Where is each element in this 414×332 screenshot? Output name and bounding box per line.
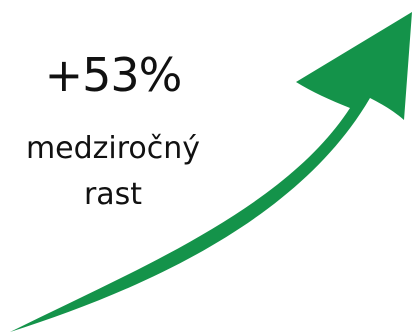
growth-label-line1: medziročný xyxy=(25,131,201,166)
growth-percentage: +53% xyxy=(44,48,183,102)
growth-label-line2: rast xyxy=(83,177,143,212)
arrow-shape xyxy=(10,12,412,332)
